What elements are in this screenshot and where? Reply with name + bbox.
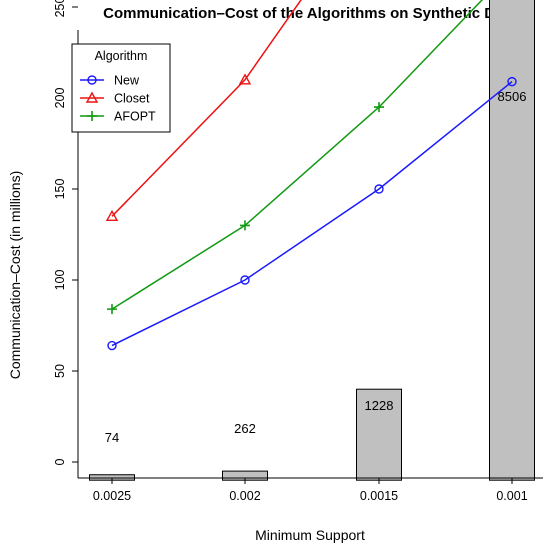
axes-layer: 0501001502002503003504000.00250.0020.001… <box>53 0 543 503</box>
data-point-afopt <box>374 102 384 113</box>
legend-title: Algorithm <box>95 49 148 63</box>
bar-count-label: 1228 <box>365 398 394 413</box>
data-point-new <box>107 340 117 351</box>
x-tick-label: 0.0015 <box>360 489 398 503</box>
chart-title: Communication–Cost of the Algorithms on … <box>103 5 517 22</box>
series-layer <box>105 0 517 351</box>
data-point-closet <box>238 73 252 85</box>
x-tick-label: 0.002 <box>229 489 260 503</box>
y-tick-label: 150 <box>53 179 67 200</box>
legend-marker-new <box>87 75 97 85</box>
bar-count-label: 74 <box>105 430 119 445</box>
legend-label-new: New <box>114 74 140 88</box>
legend-box <box>71 43 171 133</box>
x-tick-label: 0.001 <box>496 489 527 503</box>
y-tick-label: 200 <box>53 88 67 109</box>
bar-count-label: 8506 <box>498 89 527 104</box>
legend-marker-afopt <box>87 111 97 121</box>
data-point-new <box>507 76 517 87</box>
y-axis-label: Communication–Cost (in millions) <box>7 171 23 380</box>
series-line-afopt <box>111 0 484 310</box>
y-tick-label: 250 <box>53 0 67 17</box>
legend-label-closet: Closet <box>114 92 150 106</box>
data-point-closet <box>105 209 119 222</box>
bar-count-label: 262 <box>234 421 256 436</box>
x-tick-label: 0.0025 <box>93 489 131 503</box>
data-point-afopt <box>107 304 117 315</box>
legend: Algorithm New Closet AFOPT <box>71 43 171 133</box>
data-point-new <box>240 275 250 285</box>
y-tick-label: 100 <box>53 270 67 291</box>
y-tick-label: 50 <box>53 364 67 378</box>
bars-layer: 74 262 1228 8506 <box>89 0 535 481</box>
data-point-new <box>374 184 384 194</box>
bar-0.001 <box>489 0 535 481</box>
legend-marker-closet <box>85 91 99 103</box>
series-line-closet <box>111 0 302 217</box>
data-point-afopt <box>240 220 250 231</box>
bar-0.0015 <box>356 388 402 481</box>
y-tick-label: 0 <box>53 458 67 465</box>
x-axis-label: Minimum Support <box>255 527 365 543</box>
legend-label-afopt: AFOPT <box>114 110 156 124</box>
series-line-new <box>111 81 513 347</box>
